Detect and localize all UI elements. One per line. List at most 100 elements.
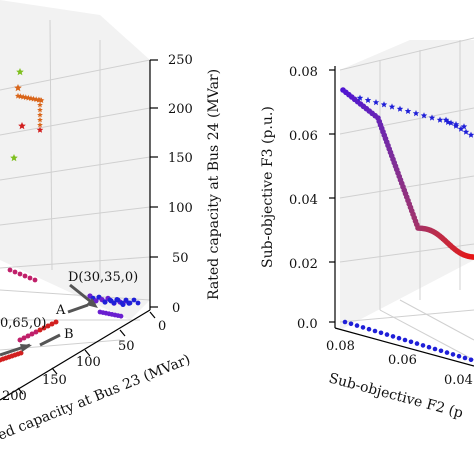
right-x-axis (334, 327, 474, 367)
left-x-tick-200: 200 (2, 389, 27, 404)
right-floor-point (462, 355, 468, 361)
right-floor-point (378, 330, 384, 336)
right-grid (339, 37, 474, 361)
left-point-cluster-top (22, 273, 28, 279)
right-blue-star (356, 94, 364, 101)
left-back-pane (0, 0, 150, 320)
right-blue-star (404, 107, 412, 114)
right-floor-point (444, 350, 450, 355)
right-x-tick-0.06: 0.06 (388, 353, 417, 368)
annot-D: D(30,35,0) (68, 270, 138, 285)
left-z-tick-200: 200 (168, 102, 193, 117)
left-red-star (36, 126, 44, 133)
left-x-tick-mark-4 (17, 387, 24, 395)
left-green-star-0 (16, 68, 24, 76)
left-point-cluster-a (118, 313, 124, 319)
right-floor-point (372, 328, 378, 334)
left-point-cluster-top (27, 275, 33, 281)
right-floor-point (408, 339, 414, 345)
right-y-tick-marks (329, 69, 335, 323)
right-blue-star (436, 116, 444, 123)
left-point-cluster-d2 (115, 297, 121, 303)
left-point-line-b (41, 325, 47, 331)
left-point-cluster-top (12, 269, 18, 275)
right-y-tick-0.04: 0.04 (289, 193, 318, 208)
left-x-axis (0, 309, 151, 401)
left-x-tick-150: 150 (42, 373, 67, 388)
left-grid (0, 19, 151, 351)
right-floor-point (342, 319, 348, 325)
annot-B: B (64, 327, 74, 342)
right-blue-star-2 (457, 125, 465, 132)
left-green-star-1 (10, 154, 18, 162)
left-point-line-b (29, 331, 35, 337)
left-orange-star-col (37, 107, 43, 113)
right-blue-star-2 (442, 116, 450, 123)
annot-C: 0,65,0) (0, 316, 46, 331)
right-x-tick-0.04: 0.04 (444, 373, 473, 388)
left-z-tick-100: 100 (168, 201, 193, 216)
left-point-cluster-top (7, 267, 13, 273)
left-z-tick-150: 150 (168, 151, 193, 166)
right-floor-point (450, 352, 456, 357)
left-orange-star-col (37, 102, 43, 108)
right-floor-point (354, 323, 360, 328)
right-x-tick-0.08: 0.08 (326, 339, 355, 354)
left-point-line-b (45, 323, 51, 329)
right-panel: 0.08 0.06 0.04 0.02 0.0 0.08 0.06 0.04 S… (260, 37, 474, 422)
right-back-pane (340, 40, 474, 330)
right-blue-star (380, 101, 388, 108)
right-floor-point (456, 353, 462, 359)
right-blue-star (372, 99, 380, 106)
right-floor-point (432, 346, 438, 352)
left-x-tick-50: 50 (118, 339, 135, 354)
right-floor-point (390, 334, 396, 339)
right-floor-point (426, 344, 432, 350)
left-x-tick-mark-1 (119, 329, 126, 337)
left-point-cluster-d2 (131, 297, 137, 303)
left-z-tick-50: 50 (172, 251, 189, 266)
left-point-cluster-d (102, 299, 108, 305)
left-annotation-arrows (0, 283, 98, 357)
right-blue-star (420, 112, 428, 119)
right-blue-star (364, 96, 372, 103)
right-floor-point (438, 348, 444, 354)
right-blue-star (412, 110, 420, 117)
left-x-tick-marks (17, 311, 156, 395)
right-blue-star (396, 105, 404, 112)
left-point-cluster-d2 (111, 300, 117, 306)
right-blue-star-2 (467, 131, 474, 138)
right-floor-point (366, 326, 372, 332)
left-point-line-b (21, 335, 27, 341)
right-floor-point (396, 335, 402, 341)
right-blue-star (428, 114, 436, 121)
left-orange-star-col (37, 117, 43, 123)
left-orange-star-a (14, 84, 22, 92)
left-x-tick-mark-0 (149, 311, 156, 319)
left-point-line-b (33, 329, 39, 335)
right-floor-point (360, 325, 366, 330)
left-point-line-b (25, 333, 31, 339)
left-point-cluster-d (93, 298, 99, 304)
left-orange-star-col (37, 97, 43, 103)
left-point-line-b (37, 327, 43, 333)
left-point-cluster-top (32, 277, 38, 283)
right-floor-point (468, 357, 474, 363)
right-points (340, 87, 474, 363)
right-curve-point (471, 254, 474, 260)
left-x-tick-0: 0 (158, 319, 166, 334)
left-z-axis-label: Rated capacity at Bus 24 (MVar) (206, 69, 222, 300)
left-x-tick-100: 100 (76, 355, 101, 370)
annot-A: A (55, 303, 66, 318)
left-z-tick-0: 0 (172, 301, 180, 316)
right-blue-star-2 (447, 119, 455, 126)
right-y-tick-0.02: 0.02 (289, 257, 318, 272)
left-panel: 250 200 150 100 50 0 0 50 100 150 200 Ra… (0, 0, 222, 444)
left-point-cluster-d2 (107, 297, 113, 303)
right-blue-star-2 (462, 128, 470, 135)
right-blue-star-2 (452, 122, 460, 129)
left-orange-star-b (18, 122, 26, 130)
left-point-cluster-top (17, 271, 23, 277)
right-floor-point (414, 341, 420, 346)
